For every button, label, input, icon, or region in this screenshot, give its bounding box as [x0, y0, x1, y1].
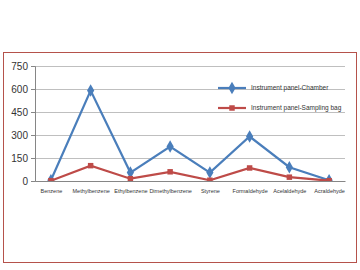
- chart: 0 150 300 450 600 750 Benzene Methylbenzene Ethy…: [0, 0, 360, 270]
- series-marker: [167, 140, 174, 152]
- x-tick: Dimethylbenzene: [149, 181, 192, 194]
- series-marker: [286, 161, 293, 173]
- series-marker: [325, 174, 332, 181]
- x-tick-label: Acelaldehyde: [273, 188, 306, 194]
- x-tick: Formaldehyde: [233, 181, 268, 194]
- chart-frame: [4, 53, 357, 263]
- y-axis-line: [31, 67, 36, 182]
- series-marker: [48, 178, 53, 181]
- y-tick-mark: [31, 135, 35, 136]
- series-marker: [128, 176, 133, 181]
- y-tick-label: 150: [11, 153, 28, 164]
- grid-line: [35, 66, 345, 67]
- x-tick: Ethylbenzene: [114, 181, 147, 194]
- x-tick-label: Methylbenzene: [72, 188, 109, 194]
- x-axis-line: [36, 181, 346, 182]
- legend-marker: [228, 82, 235, 94]
- series-marker: [88, 163, 93, 168]
- grid: [35, 67, 345, 182]
- y-tick-label: 300: [11, 130, 28, 141]
- grid-line: [35, 135, 345, 136]
- plot-area: [47, 84, 332, 181]
- x-tick: Methylbenzene: [72, 181, 109, 194]
- y-tick-mark: [31, 89, 35, 90]
- x-tick: Styrene: [201, 181, 220, 194]
- y-tick: 150: [11, 153, 35, 164]
- legend-label: Instrument panel-Sampling bag: [251, 104, 342, 112]
- y-tick-label: 450: [11, 107, 28, 118]
- x-axis: Benzene Methylbenzene EthylbenzeneDimethyl…: [36, 181, 346, 194]
- y-tick-mark: [31, 181, 35, 182]
- y-tick-label: 600: [11, 84, 28, 95]
- series-marker: [47, 174, 54, 181]
- legend-marker: [229, 105, 234, 110]
- y-tick-mark: [31, 112, 35, 113]
- y-tick-label: 0: [22, 176, 28, 187]
- y-tick: 600: [11, 84, 35, 95]
- series-marker: [246, 130, 253, 142]
- series-marker: [326, 178, 331, 181]
- x-tick-label: Ethylbenzene: [114, 188, 147, 194]
- x-tick-label: Dimethylbenzene: [149, 188, 192, 194]
- series-marker: [167, 169, 172, 174]
- series-marker: [247, 165, 252, 170]
- y-tick-mark: [31, 66, 35, 67]
- legend: Instrument panel-Chamber Instrument panel…: [218, 82, 342, 113]
- x-tick-label: Benzene: [41, 188, 63, 194]
- y-tick: 750: [11, 61, 35, 72]
- y-tick-mark: [31, 158, 35, 159]
- x-tick-label: Formaldehyde: [233, 188, 268, 194]
- x-tick-label: Styrene: [201, 188, 220, 194]
- y-tick: 450: [11, 107, 35, 118]
- y-tick-label: 750: [11, 61, 28, 72]
- y-axis: 0 150 300 450 600 750: [11, 61, 35, 187]
- series-marker: [287, 174, 292, 179]
- x-tick-label: Acraldehyde: [314, 188, 345, 194]
- grid-line: [35, 181, 345, 182]
- y-tick: 0: [22, 176, 35, 187]
- series-marker: [87, 84, 94, 96]
- x-tick: Benzene: [41, 181, 63, 194]
- legend-label: Instrument panel-Chamber: [251, 84, 329, 92]
- x-tick: Acraldehyde: [314, 181, 345, 194]
- x-tick: Acelaldehyde: [273, 181, 306, 194]
- series-marker: [206, 166, 213, 178]
- y-tick: 300: [11, 130, 35, 141]
- series-marker: [207, 177, 212, 181]
